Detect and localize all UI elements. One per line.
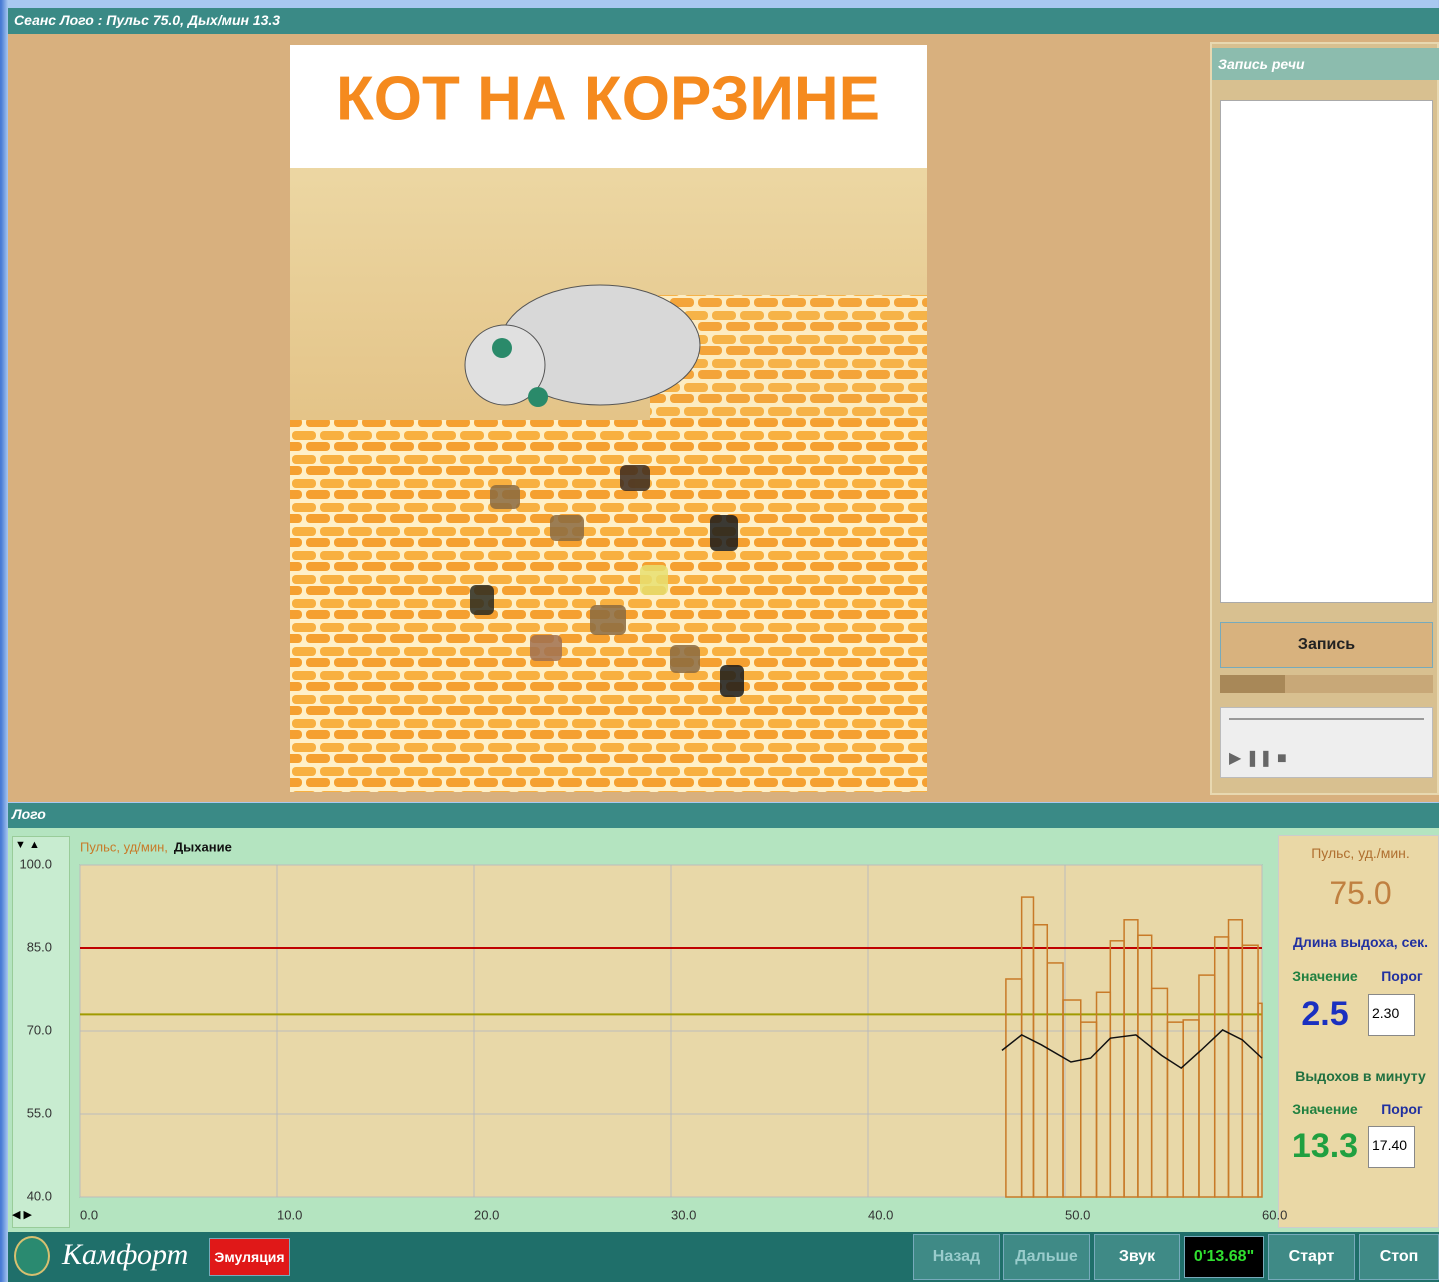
exhale-threshold-label: Порог [1372,968,1432,984]
rate-threshold[interactable]: 17.40 [1368,1126,1415,1168]
exhale-value-label: Значение [1290,968,1360,984]
exhale-title: Длина выдоха, сек. [1280,934,1439,950]
next-button[interactable]: Дальше [1003,1234,1090,1280]
logo-icon [14,1236,50,1276]
rate-value-label: Значение [1290,1101,1360,1117]
x-scroll[interactable]: ◀ ▶ [12,1208,32,1221]
speech-text[interactable] [1220,100,1433,603]
player-controls[interactable]: ▶ ❚❚ ■ [1229,748,1287,768]
timer: 0'13.68" [1184,1236,1264,1278]
start-button[interactable]: Старт [1268,1234,1355,1280]
exhale-value: 2.5 [1290,995,1360,1034]
player: ▶ ❚❚ ■ [1220,707,1433,778]
exhale-threshold[interactable]: 2.30 [1368,994,1415,1036]
app: Сеанс Лого : Пульс 75.0, Дых/мин 13.3 КО… [0,0,1439,1282]
pulse-value: 75.0 [1280,875,1439,912]
rate-threshold-label: Порог [1372,1101,1432,1117]
logo-title: Лого [8,803,1439,828]
mode-badge: Эмуляция [209,1238,290,1276]
picture-title: КОТ НА КОРЗИНЕ [336,64,880,133]
pulse-title: Пульс, уд./мин. [1280,845,1439,861]
back-button[interactable]: Назад [913,1234,1000,1280]
window-title: Сеанс Лого : Пульс 75.0, Дых/мин 13.3 [8,8,1439,34]
rate-title: Выдохов в минуту [1280,1068,1439,1084]
progress [1220,675,1433,693]
record-button[interactable]: Запись [1220,622,1433,668]
rate-value: 13.3 [1290,1127,1360,1166]
y-axis-strip: ▼ ▲ [12,836,70,1228]
picture: КОТ НА КОРЗИНЕ [290,45,927,792]
brand: Камфорт [62,1238,188,1272]
stop-button[interactable]: Стоп [1359,1234,1439,1280]
chart-area [8,828,1439,1232]
sound-button[interactable]: Звук [1094,1234,1180,1280]
speech-title: Запись речи [1212,48,1439,80]
